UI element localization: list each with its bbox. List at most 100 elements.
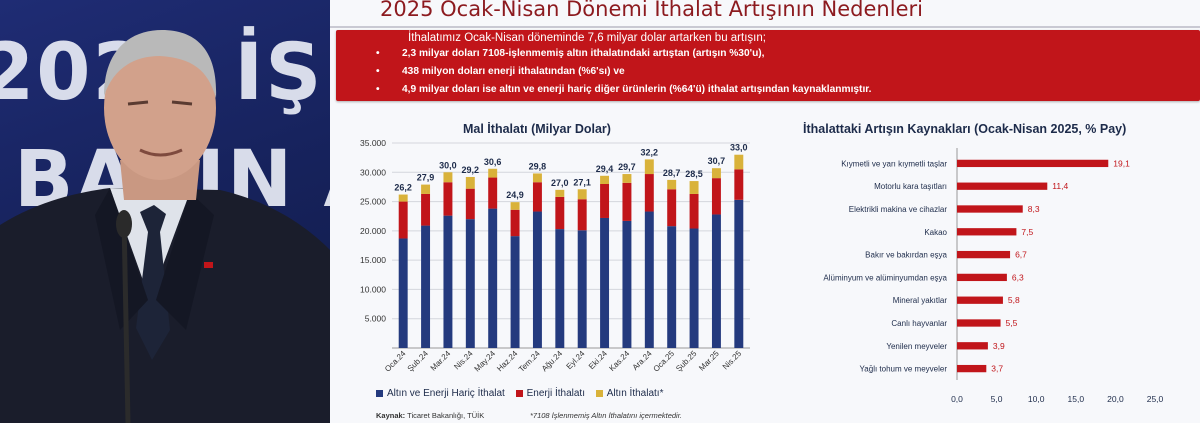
- bar-total-label: 27,0: [551, 178, 569, 188]
- bar-segment: [488, 168, 498, 178]
- bar-value-label: 11,4: [1052, 181, 1068, 191]
- legend-swatch: [595, 390, 603, 397]
- bar-segment: [443, 172, 453, 183]
- bar-segment: [667, 179, 677, 190]
- bar-segment: [510, 209, 520, 237]
- x-tick-label: 25,0: [1147, 394, 1164, 404]
- bar-segment: [644, 211, 654, 348]
- x-tick-label: 20,0: [1107, 394, 1124, 404]
- y-tick-label: 20.000: [360, 226, 386, 236]
- sources-chart-title: İthalattaki Artışın Kaynakları (Ocak-Nis…: [803, 122, 1127, 136]
- banner-bullet-item: • 4,9 milyar doları ise altın ve enerji h…: [376, 84, 872, 95]
- x-tick-label: Şub.25: [674, 349, 699, 374]
- category-label: Mineral yakıtlar: [893, 296, 948, 305]
- bar-segment: [555, 196, 565, 230]
- category-label: Yenilen meyveler: [886, 342, 947, 351]
- bar-segment: [577, 189, 587, 200]
- bar-segment: [443, 182, 453, 216]
- bar-total-label: 32,2: [641, 147, 659, 157]
- category-label: Yağlı tohum ve meyveler: [860, 365, 948, 374]
- bar-total-label: 30,6: [484, 157, 502, 167]
- bar-segment: [398, 238, 408, 348]
- x-tick-label: Eki.24: [587, 349, 609, 371]
- category-label: Canlı hayvanlar: [891, 319, 947, 328]
- x-tick-label: 0,0: [951, 394, 963, 404]
- speaker-video: 2025 İŞ T BASIN A O: [0, 0, 330, 423]
- category-label: Kakao: [924, 228, 947, 237]
- bar-segment: [532, 182, 542, 212]
- legend-item: Altın İthalatı*: [595, 388, 663, 399]
- bar-segment: [398, 194, 408, 202]
- bar-segment: [465, 188, 475, 220]
- category-label: Alüminyum ve alüminyumdan eşya: [823, 273, 947, 282]
- bar-segment: [600, 175, 610, 184]
- x-tick-label: Tem.24: [517, 349, 542, 374]
- bar-segment: [465, 219, 475, 348]
- x-tick-label: Nis.24: [452, 349, 475, 372]
- imports-chart-title: Mal İthalatı (Milyar Dolar): [463, 122, 611, 136]
- bar-segment: [465, 176, 475, 189]
- bar: [957, 182, 1048, 190]
- banner-bullet-item: • 2,3 milyar doları 7108-işlenmemiş altın…: [376, 48, 765, 59]
- legend-swatch: [515, 390, 523, 397]
- y-tick-label: 15.000: [360, 255, 386, 265]
- bar-segment: [689, 193, 699, 229]
- x-tick-label: Oca.24: [383, 349, 408, 374]
- bar-value-label: 6,3: [1012, 272, 1024, 282]
- bar-total-label: 29,7: [618, 162, 636, 172]
- bar-segment: [711, 178, 721, 215]
- bar-segment: [532, 173, 542, 183]
- bar-total-label: 26,2: [394, 183, 412, 193]
- bar-total-label: 29,4: [596, 164, 614, 174]
- bar-segment: [734, 199, 744, 348]
- category-label: Elektrikli makina ve cihazlar: [849, 205, 948, 214]
- bar-value-label: 5,8: [1008, 295, 1020, 305]
- bar-segment: [622, 174, 632, 183]
- x-tick-label: Şub.24: [406, 349, 431, 374]
- bar-value-label: 6,7: [1015, 250, 1027, 260]
- bar-segment: [734, 154, 744, 170]
- bar: [957, 205, 1023, 213]
- bar: [957, 342, 988, 350]
- bar-total-label: 28,7: [663, 168, 681, 178]
- x-tick-label: Haz.24: [495, 349, 520, 374]
- bar-segment: [443, 215, 453, 348]
- bar-segment: [421, 184, 431, 194]
- bar-value-label: 3,7: [991, 364, 1003, 374]
- bar: [957, 273, 1007, 282]
- y-tick-label: 30.000: [360, 167, 386, 177]
- bar-segment: [600, 217, 610, 348]
- bar-value-label: 5,5: [1006, 318, 1018, 328]
- bar: [957, 159, 1109, 168]
- x-tick-label: Oca.25: [651, 349, 676, 374]
- y-tick-label: 5.000: [365, 314, 387, 324]
- bar-segment: [667, 226, 677, 348]
- x-tick-label: 15,0: [1068, 394, 1085, 404]
- slide-title: 2025 Ocak-Nisan Dönemi İthalat Artışının…: [380, 0, 923, 21]
- bar-segment: [398, 201, 408, 239]
- presentation-slide: 2025 Ocak-Nisan Dönemi İthalat Artışının…: [330, 0, 1200, 423]
- y-tick-label: 35.000: [360, 138, 386, 148]
- bar-segment: [711, 214, 721, 348]
- bar-segment: [600, 184, 610, 218]
- bar-total-label: 29,8: [529, 161, 547, 171]
- x-tick-label: Ağu.24: [540, 349, 565, 374]
- bar-total-label: 30,7: [708, 156, 726, 166]
- bar-value-label: 19,1: [1113, 158, 1130, 168]
- bar-segment: [644, 159, 654, 175]
- y-tick-label: 25.000: [360, 197, 386, 207]
- bar-total-label: 27,9: [417, 173, 435, 183]
- bar-total-label: 24,9: [506, 190, 524, 200]
- bar: [957, 296, 1003, 304]
- bar-segment: [555, 229, 565, 348]
- bar: [957, 228, 1017, 236]
- bar: [957, 364, 987, 373]
- bar-segment: [510, 202, 520, 210]
- bar-segment: [488, 177, 498, 209]
- bar-segment: [689, 181, 699, 194]
- bar-segment: [577, 230, 587, 348]
- bar-segment: [622, 182, 632, 221]
- bar-segment: [488, 208, 498, 348]
- bar-segment: [622, 220, 632, 348]
- x-tick-label: 5,0: [991, 394, 1003, 404]
